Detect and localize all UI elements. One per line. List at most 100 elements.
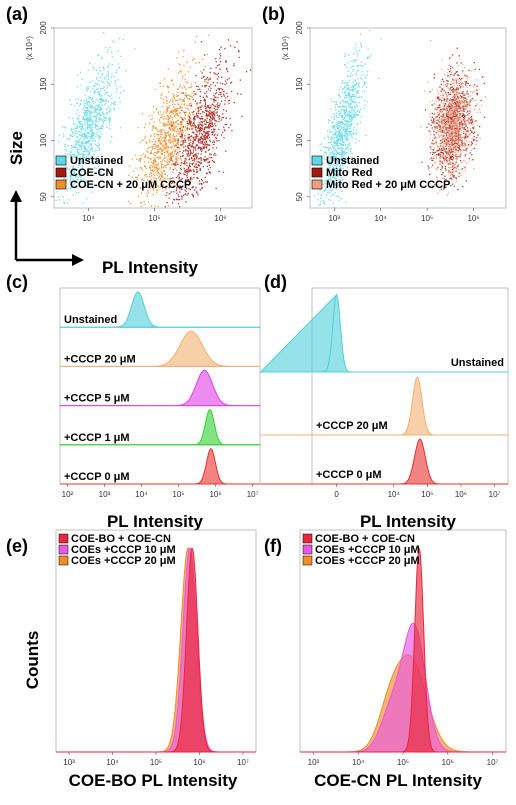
pl-intensity-axis-label-d: PL Intensity bbox=[360, 512, 457, 531]
axis-arrows bbox=[10, 190, 84, 266]
panel-label-c: (c) bbox=[6, 272, 28, 292]
scatter-series-0 bbox=[313, 29, 382, 208]
series-label: +CCCP 5 μM bbox=[64, 393, 130, 405]
legend-label: Mito Red + 20 μM CCCP bbox=[326, 179, 450, 191]
x-tick-label: 10⁷ bbox=[487, 758, 499, 767]
legend-swatch bbox=[311, 179, 323, 190]
legend-swatch bbox=[55, 167, 67, 178]
scatter-series-2 bbox=[419, 40, 486, 196]
histogram-curve bbox=[300, 547, 506, 753]
histogram-curve bbox=[260, 438, 508, 485]
y-tick-label: 50 bbox=[295, 192, 304, 201]
x-tick-label: 10⁶ bbox=[455, 490, 467, 499]
histogram-curve bbox=[56, 547, 256, 753]
scatter-points bbox=[164, 39, 252, 208]
x-tick-label: 10⁷ bbox=[237, 758, 249, 767]
x-tick-label: 10³ bbox=[63, 758, 75, 767]
y-tick-label: 50 bbox=[39, 192, 48, 201]
x-tick-label: 10⁵ bbox=[148, 214, 160, 223]
series-label: +CCCP 20 μM bbox=[64, 353, 136, 365]
legend-swatch bbox=[55, 155, 67, 166]
coe-cn-axis-label: COE-CN PL Intensity bbox=[314, 771, 482, 790]
legend-swatch bbox=[58, 544, 69, 555]
histogram-stack-d: Unstained +CCCP 20 μM +CCCP 0 μM 0 10⁴ 10⁵ 10⁶… bbox=[259, 287, 509, 499]
legend-label: COE-CN bbox=[70, 167, 113, 179]
series-label: +CCCP 20 μM bbox=[316, 420, 388, 432]
panel-label-e: (e) bbox=[6, 536, 28, 556]
legend-label: Unstained bbox=[70, 155, 123, 167]
panel-label-a: (a) bbox=[6, 4, 28, 24]
plot-frame bbox=[311, 287, 509, 485]
x-tick-label: 10³ bbox=[308, 758, 320, 767]
x-tick-label: 10⁶ bbox=[467, 214, 479, 223]
counts-axis-label: Counts bbox=[23, 631, 42, 690]
y-tick-label: 200 bbox=[39, 21, 48, 35]
x-tick-label: 10⁵ bbox=[397, 758, 409, 767]
series-label: +CCCP 1 μM bbox=[64, 432, 130, 444]
y-tick-label: 200 bbox=[295, 21, 304, 35]
legend-label: COE-CN + 20 μM CCCP bbox=[70, 179, 191, 191]
histogram-curve bbox=[56, 547, 256, 753]
y-tick-label: 100 bbox=[39, 133, 48, 147]
scatter-series-1 bbox=[127, 34, 210, 208]
panel-label-d: (d) bbox=[264, 272, 287, 292]
legend-swatch bbox=[55, 179, 67, 190]
histogram-curve bbox=[56, 547, 256, 753]
pl-intensity-axis-label-a: PL Intensity bbox=[102, 258, 199, 277]
histogram-stack-c: Unstained +CCCP 20 μM +CCCP 5 μM +CCCP 1 μM… bbox=[59, 287, 261, 499]
legend-swatch bbox=[58, 555, 69, 566]
legend-label: Unstained bbox=[326, 155, 379, 167]
x-tick-label: 10³ bbox=[99, 490, 111, 499]
scatter-points bbox=[421, 47, 486, 191]
legend-swatch bbox=[311, 167, 323, 178]
legend-label: COEs +CCCP 20 μM bbox=[315, 555, 420, 567]
series-label: +CCCP 0 μM bbox=[316, 469, 382, 481]
series-label: +CCCP 0 μM bbox=[64, 471, 130, 483]
legend-label: COEs +CCCP 10 μM bbox=[315, 544, 420, 556]
x-tick-label: 10⁴ bbox=[375, 214, 388, 223]
series-label: Unstained bbox=[64, 314, 117, 326]
scatter-points bbox=[419, 40, 486, 196]
x-tick-label: 10⁶ bbox=[193, 758, 205, 767]
x-tick-label: 10⁷ bbox=[489, 490, 501, 499]
scatter-points bbox=[127, 34, 210, 208]
x-tick-label: 10⁴ bbox=[82, 214, 95, 223]
y-multiplier-label: (x 10⁴) bbox=[281, 36, 290, 60]
series-label: Unstained bbox=[451, 357, 504, 369]
y-tick-label: 100 bbox=[295, 133, 304, 147]
legend-label: COEs +CCCP 20 μM bbox=[71, 555, 176, 567]
x-tick-label: 10⁵ bbox=[150, 758, 162, 767]
x-tick-label: 10⁶ bbox=[209, 490, 221, 499]
pl-intensity-axis-label-c: PL Intensity bbox=[107, 512, 204, 531]
x-tick-label: 10⁴ bbox=[106, 758, 119, 767]
scatter-points bbox=[313, 29, 382, 208]
legend-swatch bbox=[302, 533, 313, 544]
plot-frame bbox=[53, 27, 253, 209]
x-tick-label: 10⁷ bbox=[247, 490, 259, 499]
legend-label: Mito Red bbox=[326, 167, 372, 179]
x-tick-label: 10⁵ bbox=[172, 490, 184, 499]
legend-swatch bbox=[58, 533, 69, 544]
legend-swatch bbox=[302, 544, 313, 555]
legend-swatch bbox=[311, 155, 323, 166]
x-tick-label: 10⁴ bbox=[135, 490, 148, 499]
x-tick-label: 10⁴ bbox=[388, 490, 401, 499]
scatter-series-2 bbox=[164, 39, 252, 208]
panel-label-b: (b) bbox=[262, 4, 285, 24]
x-tick-label: 10⁵ bbox=[421, 214, 433, 223]
coe-bo-axis-label: COE-BO PL Intensity bbox=[69, 771, 238, 790]
x-tick-label: 10⁵ bbox=[421, 490, 433, 499]
x-tick-label: 10² bbox=[62, 490, 74, 499]
panel-label-f: (f) bbox=[264, 536, 282, 556]
x-tick-label: 0 bbox=[334, 490, 339, 499]
y-tick-label: 150 bbox=[295, 77, 304, 91]
